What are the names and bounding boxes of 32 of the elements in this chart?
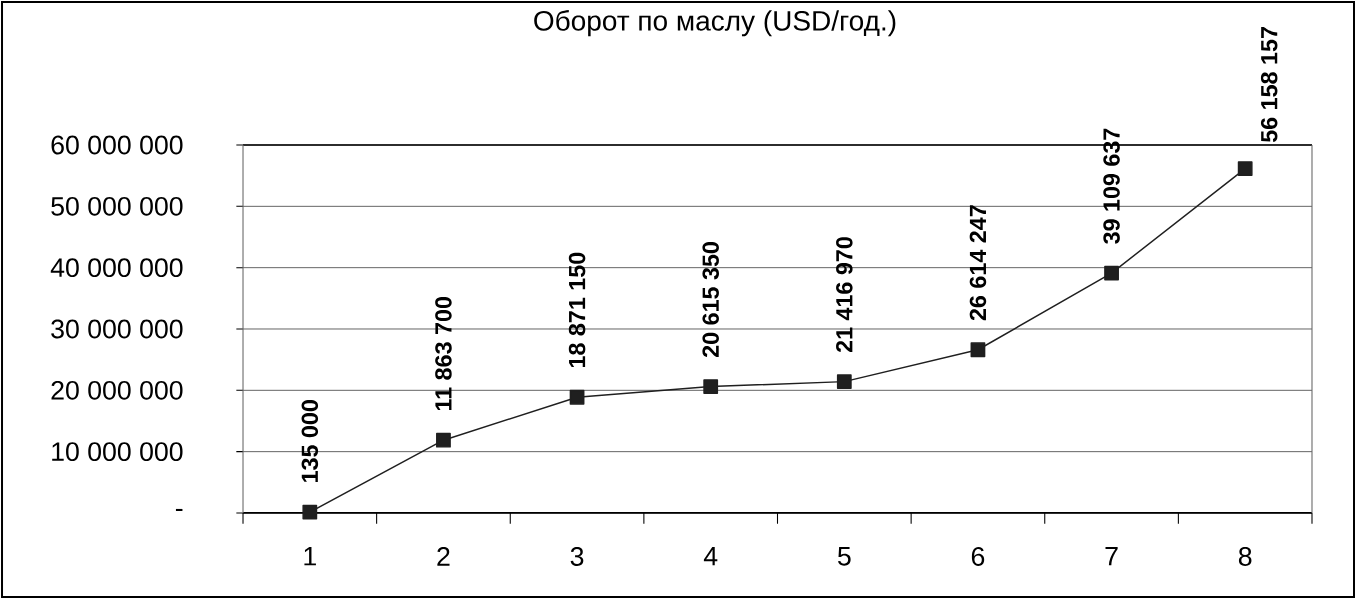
chart-title: Оборот по маслу (USD/год.): [534, 9, 896, 37]
x-tick-label: 6: [971, 547, 985, 566]
point: [836, 374, 852, 390]
x-tick-label: 2: [437, 547, 450, 566]
data-label: 56 158 157: [1260, 27, 1278, 143]
point: [1237, 161, 1253, 176]
y-tick-label: 10 000 000: [52, 442, 183, 462]
x-tick-label: 4: [703, 547, 718, 566]
x-tick-label: 1: [304, 547, 316, 566]
data-label: 26 614 247: [969, 205, 987, 321]
y-tick-label: 30 000 000: [51, 319, 183, 339]
y-tick-label: 60 000 000: [51, 135, 183, 155]
x-tick-label: 8: [1238, 547, 1252, 566]
y-tick-label: 50 000 000: [51, 196, 183, 216]
x-tick-label: 7: [1105, 547, 1118, 566]
x-tick-label: 3: [570, 547, 584, 566]
y-tick-label: -: [175, 508, 183, 511]
point: [970, 342, 986, 358]
data-label: 20 615 350: [702, 242, 719, 358]
point: [436, 432, 451, 448]
data-label: 39 109 637: [1103, 128, 1120, 244]
data-label: 11 863 700: [435, 297, 452, 411]
y-tick-label: 40 000 000: [50, 258, 183, 278]
point: [302, 504, 318, 520]
x-tick-label: 5: [837, 547, 851, 566]
data-label: 135 000: [301, 400, 319, 482]
point: [703, 379, 719, 394]
point: [1104, 265, 1119, 281]
point: [569, 389, 585, 405]
data-label: 18 871 150: [568, 252, 586, 368]
data-label: 21 416 970: [836, 237, 853, 353]
y-tick-label: 20 000 000: [51, 380, 183, 400]
